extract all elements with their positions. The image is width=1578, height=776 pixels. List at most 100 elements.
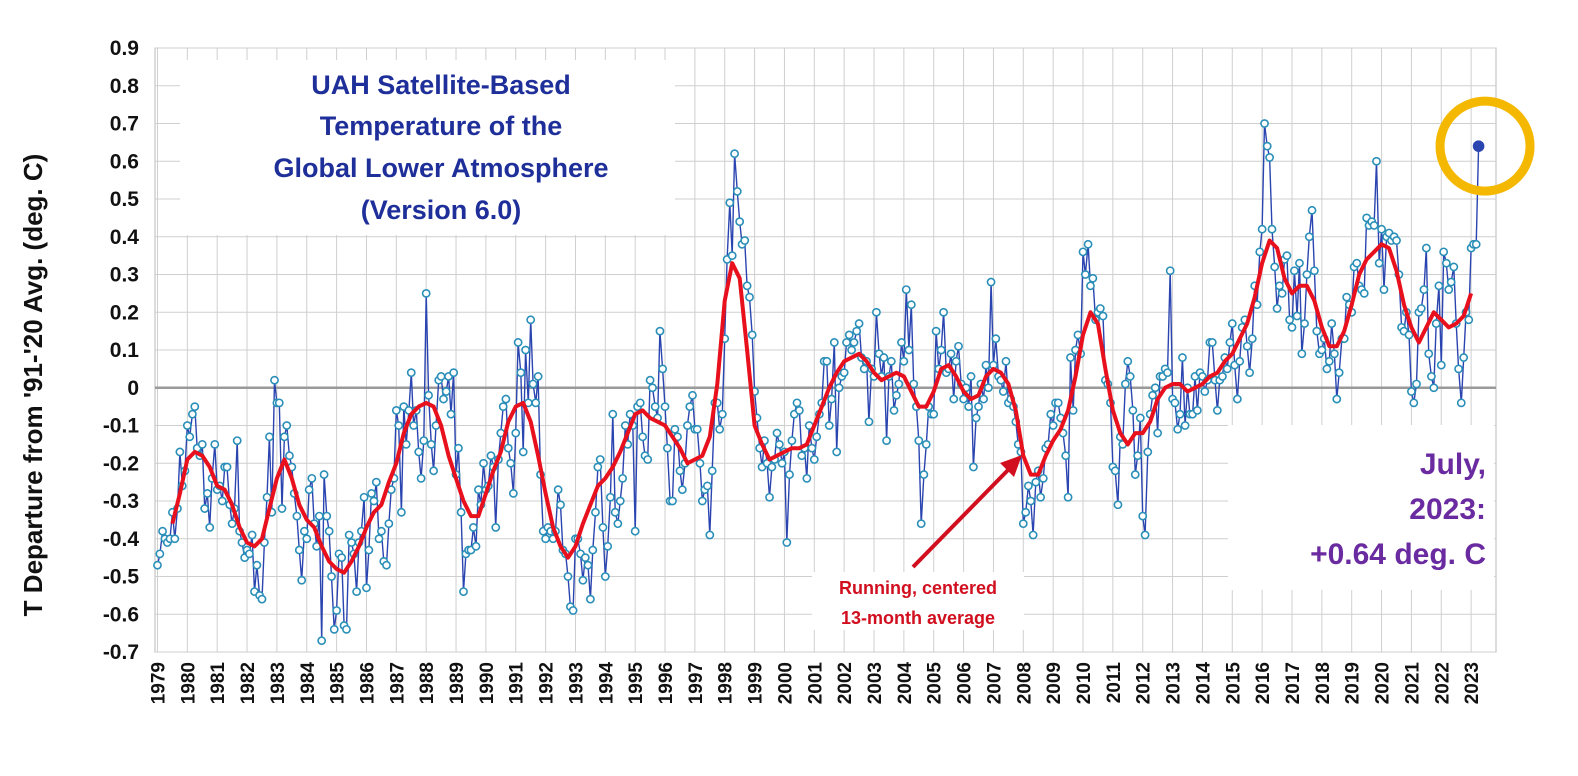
data-point [436,372,446,381]
data-point [1409,398,1419,408]
data-point [794,405,804,415]
x-tick-label: 1982 [238,662,259,704]
x-tick-label: 2005 [925,662,946,705]
data-point [901,285,911,294]
data-point [376,526,386,536]
data-point [1063,492,1073,502]
data-point [578,575,588,585]
data-point [292,511,302,521]
y-tick-label: 0.3 [110,264,139,287]
data-point [939,307,948,317]
data-point [1121,379,1130,389]
data-point [409,421,419,430]
data-point [1374,258,1384,268]
data-point [1454,364,1463,374]
data-point [1175,409,1185,419]
data-point [892,390,901,400]
highlight-ring [1435,96,1535,196]
data-point [725,198,735,208]
x-tick-label: 2014 [1193,662,1214,705]
data-point [1083,239,1093,249]
x-tick-label: 1986 [357,662,378,704]
data-point [252,560,262,570]
data-point [1061,451,1071,461]
data-point [797,451,807,461]
data-point [859,364,869,374]
data-point [227,519,237,529]
y-tick-label: 0 [127,377,139,400]
data-point [1434,281,1444,291]
data-point [352,587,362,596]
data-point [1431,319,1441,328]
data-point [222,462,232,472]
data-point [1334,368,1344,378]
data-point [983,383,993,393]
x-tick-label: 1994 [596,662,617,705]
data-point [1123,356,1133,366]
data-point [1046,409,1056,419]
x-tick-label: 2016 [1253,662,1274,704]
data-point [531,398,541,408]
data-point [591,507,600,517]
data-point [931,326,941,336]
data-point [382,560,391,570]
data-point [1322,364,1332,374]
data-point [1053,398,1063,408]
data-point [777,458,787,468]
data-point [1285,315,1295,325]
data-point [959,394,968,404]
data-point [1464,315,1474,325]
data-point [1026,496,1036,506]
data-point [439,394,448,404]
data-point [717,409,727,419]
data-point [1163,368,1172,378]
data-point [1021,507,1031,517]
data-point [1207,338,1217,347]
data-point [1130,470,1140,479]
data-point [533,372,543,381]
data-point [1446,277,1456,287]
data-point [200,504,210,513]
running-average-line [170,238,1474,575]
data-point [369,496,379,506]
data-point [735,217,745,227]
y-tick-label: -0.1 [103,415,140,438]
data-point [416,473,426,483]
data-point [946,349,956,359]
data-point [1192,405,1202,415]
data-point [822,356,832,366]
data-point [785,470,794,479]
data-point [688,390,697,400]
data-point [270,375,279,385]
data-point [153,560,162,570]
data-point [1225,338,1235,347]
data-point [904,345,914,355]
data-point [1148,390,1157,400]
data-point [1412,379,1421,389]
data-point [1036,492,1046,502]
data-point [299,526,309,536]
title-box [180,60,675,235]
data-point [1180,421,1190,430]
data-point [981,360,991,370]
latest-data-point [1472,140,1485,152]
data-point [459,587,468,596]
data-point [1272,304,1282,313]
x-tick-label: 2011 [1104,662,1125,704]
data-point [1135,413,1145,423]
data-point [971,413,981,423]
data-point [792,398,802,408]
data-point [1001,356,1011,366]
data-point [155,549,165,559]
y-tick-label: 0.8 [110,75,140,98]
note-line-1: July, [1420,448,1486,481]
x-tick-label: 1979 [148,662,169,704]
data-point [364,545,374,555]
data-point [1439,247,1449,257]
data-point [879,353,889,362]
y-tick-label: -0.4 [103,528,140,551]
data-point [675,466,685,476]
data-point [954,341,963,351]
data-point [1028,530,1038,540]
